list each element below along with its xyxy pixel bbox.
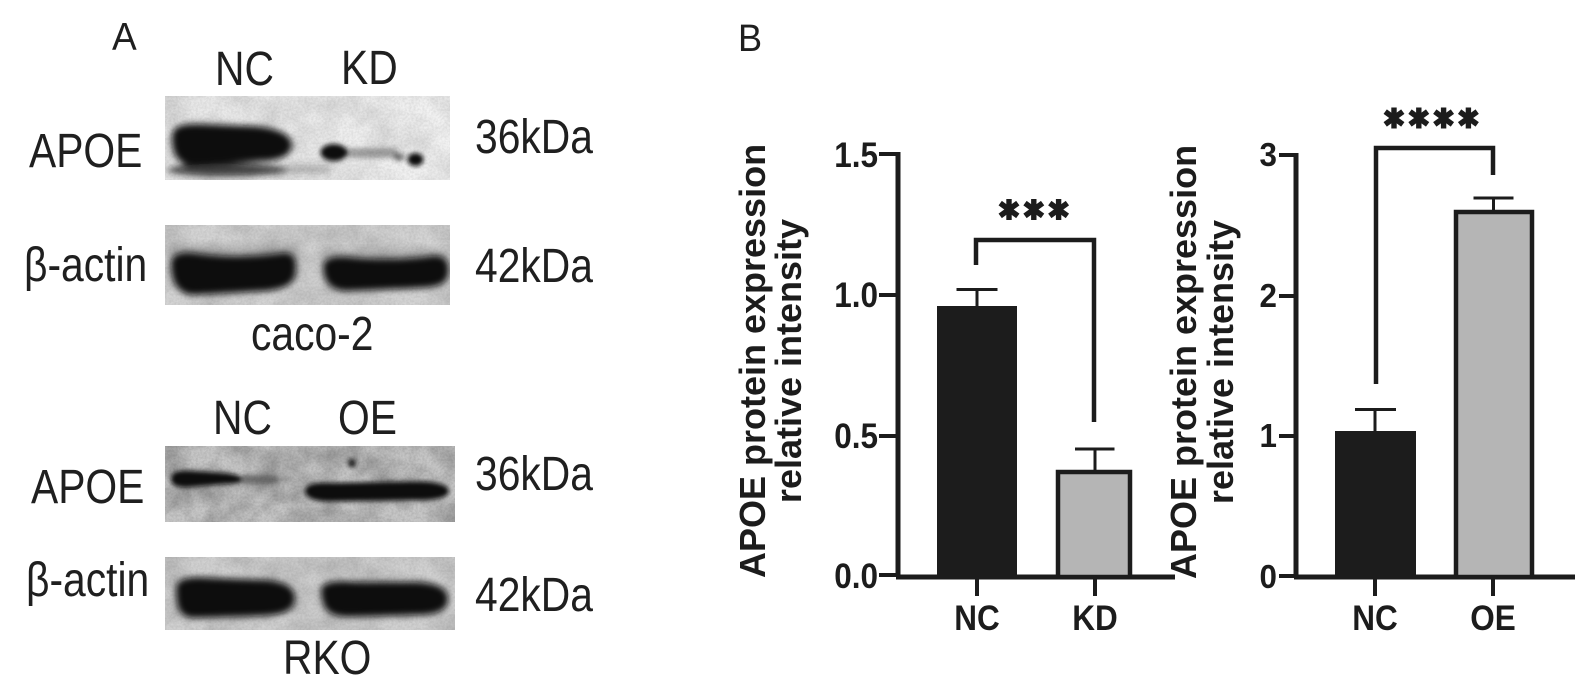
svg-text:1.0: 1.0 [834,277,878,316]
svg-text:KD: KD [1072,600,1117,639]
svg-text:relative intensity: relative intensity [768,219,809,503]
svg-text:0.0: 0.0 [834,558,878,597]
svg-text:APOE protein expression: APOE protein expression [1163,145,1204,579]
svg-text:NC: NC [1352,600,1397,639]
svg-text:OE: OE [1470,600,1515,639]
svg-text:0.5: 0.5 [834,418,878,457]
svg-text:1.5: 1.5 [834,137,878,176]
svg-text:0: 0 [1260,558,1277,595]
svg-text:APOE protein expression: APOE protein expression [732,144,773,578]
svg-text:3: 3 [1260,136,1277,173]
svg-text:2: 2 [1260,277,1277,314]
svg-text:NC: NC [954,600,999,639]
svg-text:1: 1 [1260,417,1277,454]
svg-text:relative intensity: relative intensity [1200,220,1241,504]
